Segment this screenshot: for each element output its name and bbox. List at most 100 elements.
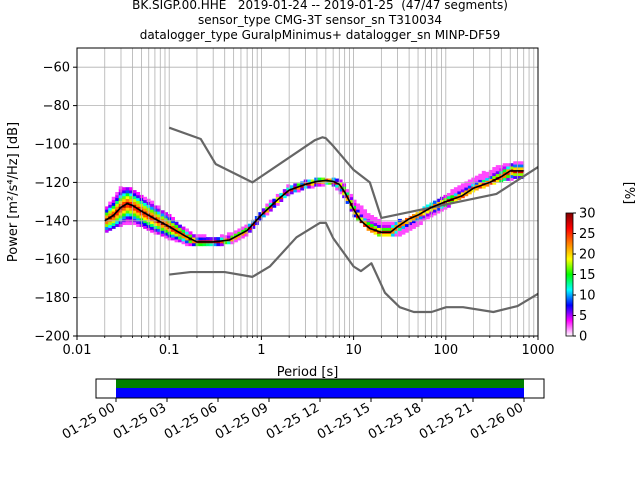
psd-cell (377, 224, 381, 228)
psd-cell (164, 235, 168, 239)
psd-cell (520, 172, 525, 177)
psd-cell (115, 223, 120, 227)
psd-cell (129, 216, 134, 220)
y-tick-label: −100 (34, 138, 70, 153)
psd-cell (359, 208, 364, 212)
psd-cell (286, 192, 291, 197)
psd-cell (185, 228, 189, 232)
psd-cell (342, 192, 347, 196)
psd-cell (136, 194, 141, 199)
psd-cell (181, 240, 186, 245)
psd-cell (272, 204, 277, 208)
psd-cell (464, 192, 469, 197)
psd-cell (370, 217, 374, 222)
psd-cell (356, 209, 361, 213)
x-tick-label: 100 (433, 343, 458, 358)
psd-cell (289, 191, 294, 195)
psd-cell (408, 224, 413, 228)
psd-cell (174, 236, 179, 240)
psd-cell (373, 225, 378, 229)
psd-cell (300, 187, 305, 191)
psd-cell (457, 196, 462, 201)
psd-cell (181, 235, 186, 239)
psd-cell (310, 185, 315, 189)
psd-cell (153, 205, 158, 209)
psd-cell (282, 189, 287, 193)
psd-cell (122, 216, 127, 220)
psd-cell (492, 167, 497, 171)
psd-cell (108, 201, 113, 205)
psd-cell (488, 181, 493, 185)
psd-cell (181, 229, 186, 233)
colorbar-tick-label: 0 (579, 330, 587, 345)
psd-cell (436, 210, 441, 214)
psd-cell (279, 198, 284, 202)
psd-cell (178, 227, 182, 231)
psd-cell (457, 188, 462, 192)
psd-cell (506, 168, 511, 173)
psd-cell (405, 226, 409, 230)
psd-cell (230, 235, 235, 239)
psd-cell (143, 222, 148, 226)
psd-cell (153, 208, 158, 212)
psd-cell (443, 206, 448, 210)
psd-cell (157, 228, 162, 232)
psd-cell (464, 184, 469, 188)
psd-cell (408, 227, 413, 231)
psd-cell (153, 214, 158, 218)
psd-cell (363, 209, 368, 213)
psd-cell (104, 209, 109, 213)
psd-cell (272, 198, 277, 202)
psd-cell (307, 185, 312, 189)
psd-cell (136, 209, 141, 213)
psd-cell (352, 199, 357, 203)
psd-cell (212, 242, 217, 247)
psd-cell (370, 226, 374, 230)
psd-cell (425, 216, 430, 220)
psd-cell (160, 227, 165, 231)
psd-cell (233, 230, 238, 234)
psd-cell (335, 187, 340, 191)
title-line-3: datalogger_type GuralpMinimus+ datalogge… (139, 28, 501, 42)
plot-frame (76, 47, 539, 337)
psd-cell (129, 190, 134, 194)
psd-cell (129, 221, 134, 226)
psd-cell (418, 216, 423, 220)
psd-cell (185, 231, 189, 235)
psd-cell (108, 221, 113, 226)
psd-cell (171, 225, 175, 229)
y-tick-label: −140 (34, 214, 70, 229)
psd-cell (181, 238, 186, 242)
psd-cell (268, 208, 273, 212)
psd-cell (164, 229, 168, 233)
coverage-tick-label: 01-25 15 (315, 400, 373, 442)
psd-cell (122, 213, 127, 217)
psd-cell (478, 182, 483, 186)
psd-cell (226, 235, 231, 239)
psd-cell (356, 203, 361, 207)
psd-cell (122, 192, 127, 197)
psd-cell (122, 187, 127, 191)
psd-cell (481, 176, 486, 180)
psd-cell (293, 189, 298, 193)
psd-cell (237, 237, 242, 241)
psd-cell (310, 182, 315, 186)
psd-cell (150, 229, 155, 233)
psd-cell (150, 223, 155, 227)
psd-cell (474, 184, 479, 188)
psd-cell (485, 183, 490, 187)
psd-cell (356, 206, 361, 210)
psd-cell (460, 189, 465, 193)
psd-cell (411, 219, 416, 224)
title-line-2: sensor_type CMG-3T sensor_sn T310034 (197, 13, 443, 27)
psd-cell (150, 200, 155, 204)
psd-cell (349, 208, 354, 212)
psd-cell (192, 240, 196, 244)
psd-cell (506, 163, 511, 167)
psd-cell (219, 242, 224, 247)
psd-cell (321, 183, 326, 187)
psd-cell (181, 232, 186, 236)
psd-cell (132, 192, 137, 197)
psd-cell (164, 232, 168, 236)
psd-cell (181, 226, 186, 230)
